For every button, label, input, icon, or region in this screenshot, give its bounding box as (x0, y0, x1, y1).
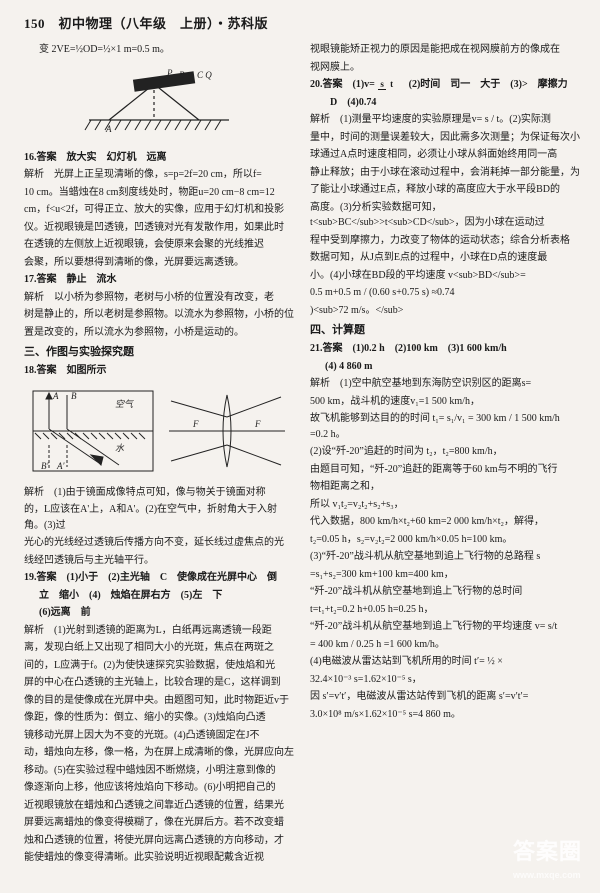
q19-body-3: 屏的中心在凸透镜的主光轴上，比较合理的是C，这样调到 (24, 675, 294, 691)
q19-body-1: 离，发现白纸上又出现了相同大小的光斑，焦点在两斑之 (24, 640, 294, 656)
q20-body-6: 程中受到摩擦力，力改变了物体的运动状态；综合分析表格 (310, 233, 580, 249)
svg-text:A: A (105, 124, 112, 134)
q21-body-11: “歼-20”战斗机从航空基地到追上飞行物的总时间 (310, 584, 580, 600)
q21-body-9: (3)“歼-20”战斗机从航空基地到追上飞行物的总路程 s (310, 549, 580, 565)
q17-answer: 17.答案 静止 流水 (24, 272, 294, 288)
q19-answer-2: 立 缩小 (4) 烛焰在屏右方 (5)左 下 (24, 588, 294, 604)
q21-body-17: 因 s′=v′t′，电磁波从雷达站传到飞机的距离 s′=v′t′= (310, 689, 580, 705)
q21-body-1: 500 km，战斗机的速度v₁=1 500 km/h， (310, 394, 580, 410)
q20-ans1b: (2)时间 司一 大于 (3)> 摩擦力 (399, 79, 568, 90)
q20-body-5: 高度。(3)分析实验数据可知，t<sub>BC</sub>>t<sub>CD</… (310, 200, 580, 231)
svg-text:水: 水 (115, 443, 125, 453)
svg-text:F: F (254, 419, 261, 429)
frac-num: s (378, 79, 386, 90)
q20-answer-line2: D (4)0.74 (310, 95, 580, 111)
svg-text:B': B' (41, 461, 49, 471)
q21-body-14: = 400 km / 0.25 h =1 600 km/h。 (310, 637, 580, 653)
figure-1: A P B C Q (24, 64, 294, 142)
section-3-title: 三、作图与实验探究题 (24, 344, 294, 361)
q20-ans1a: 20.答案 (1)v= (310, 79, 375, 90)
svg-text:A: A (52, 391, 59, 401)
q16-body-2: cm，f<u<2f，可得正立、放大的实像，应用于幻灯机和投影 (24, 202, 294, 218)
q21-body-12: t=t₁+t₂=0.2 h+0.05 h=0.25 h， (310, 602, 580, 618)
watermark-sub: www.mxqe.com (513, 869, 582, 883)
q19-body-8: 移动。(5)在实验过程中蜡烛因不断燃烧，小明注意到像的 (24, 763, 294, 779)
svg-text:A': A' (56, 461, 65, 471)
q21-body-2: 故飞机能够到达目的的时间 t₁= s₁/v₁ = 300 km / 1 500 … (310, 411, 580, 442)
q21-body-13: “歼-20”战斗机从航空基地到追上飞行物的平均速度 v= s/t (310, 619, 580, 635)
svg-text:空气: 空气 (115, 399, 134, 409)
col2-top-1: 视网膜上。 (310, 60, 580, 76)
q21-body-0: 解析 (1)空中航空基地到东海防空识别区的距离s= (310, 376, 580, 392)
q19-body-6: 镜移动光屏上因大为不变的光斑。(4)凸透镜固定在J不 (24, 728, 294, 744)
q21-body-8: t₂=0.05 h，s₂=v₂t₂=2 000 km/h×0.05 h=100 … (310, 532, 580, 548)
q20-body-9: 0.5 m+0.5 m / (0.60 s+0.75 s) ≈0.74 (310, 285, 580, 301)
svg-text:B: B (179, 70, 185, 80)
q18b-2: 光心的光线经过透镜后传播方向不变，延长线过虚焦点的光 (24, 535, 294, 551)
q17-body-1: 树是静止的，所以老树是参照物。以流水为参照物，小桥的位 (24, 307, 294, 323)
figure-2: A B B' A' 空气水 F F (24, 385, 294, 477)
q20-body-3: 静止释放；由于小球在滚动过程中，会消耗掉一部分能量，为 (310, 165, 580, 181)
q21-body-15: (4)电磁波从雷达站到飞机所用的时间 t′= ½ × (310, 654, 580, 670)
content-columns: 变 2VE=½OD=½×1 m=0.5 m。 (24, 42, 580, 872)
q21-answer-2: (4) 4 860 m (310, 359, 580, 375)
q21-body-4: 由题目可知，“歼-20”追赶的距离等于60 km与不明的飞行 (310, 462, 580, 478)
watermark-main: 答案圈 (513, 839, 582, 864)
q19-body-4: 像的目的是使像成在光屏中央。由题图可知，此时物距近v于 (24, 693, 294, 709)
page-header: 150 初中物理（八年级 上册）・苏科版 (24, 14, 580, 34)
q19-body-2: 间的，L应满于f。(2)为使快速探究实验数据，使烛焰和光 (24, 658, 294, 674)
q19-body-11: 屏要远离蜡烛的像变得模糊了，像在光屏后方。若不改变蜡 (24, 815, 294, 831)
section-4-title: 四、计算题 (310, 322, 580, 339)
q21-body-3: (2)设“歼-20”追赶的时间为 t₂，t₂=800 km/h， (310, 444, 580, 460)
q20-body-2: 球通过A点时速度相同，必须让小球从斜面始终用同一高 (310, 147, 580, 163)
q20-body-7: 数据可知，从J点到E点的过程中，小球在D点的速度最 (310, 250, 580, 266)
watermark: 答案圈 www.mxqe.com (513, 835, 582, 883)
q21-body-16: 32.4×10⁻³ s=1.62×10⁻⁵ s， (310, 672, 580, 688)
q21-body-7: 代入数据，800 km/h×t₂+60 km=2 000 km/h×t₂，解得， (310, 514, 580, 530)
q19-body-0: 解析 (1)光射到透镜的距离为L，白纸再远离透镜一段距 (24, 623, 294, 639)
q19-body-7: 动，蜡烛向左移，像一格，为在屏上成清晰的像，光屏应向左 (24, 745, 294, 761)
svg-text:P: P (166, 68, 173, 78)
q20-body-0: 解析 (1)测量平均速度的实验原理是v= s / t。(2)实际测 (310, 112, 580, 128)
q19-body-10: 近视眼镜放在蜡烛和凸透镜之间靠近凸透镜的位置，结果光 (24, 798, 294, 814)
q19-body-9: 像逐渐向上移，他应该将烛焰向下移动。(6)小明把自己的 (24, 780, 294, 796)
q20-frac1: s t (378, 80, 395, 89)
q19-body-5: 像距，像的性质为：倒立、缩小的实像。(3)烛焰向凸透 (24, 710, 294, 726)
q17-body-0: 解析 以小桥为参照物，老树与小桥的位置没有改变，老 (24, 290, 294, 306)
q19-answer-3: (6)远离 前 (24, 605, 294, 621)
q16-body-3: 仪。近视眼镜是凹透镜，凹透镜对光有发散作用，如果此时 (24, 220, 294, 236)
q16-body-1: 10 cm。当蜡烛在8 cm刻度线处时，物距u=20 cm−8 cm=12 (24, 185, 294, 201)
frac-den: t (388, 79, 395, 89)
q20-body-1: 量中，时间的测量误差较大，因此需多次测量；为保证每次小 (310, 130, 580, 146)
svg-text:B: B (71, 391, 77, 401)
q16-answer: 16.答案 放大实 幻灯机 远离 (24, 150, 294, 166)
svg-text:C Q: C Q (197, 70, 212, 80)
q18b-3: 线经凹透镜后与主光轴平行。 (24, 553, 294, 569)
top-equation: 变 2VE=½OD=½×1 m=0.5 m。 (24, 42, 294, 58)
q16-body-5: 会聚，所以要想得到清晰的像，光屏要远离透镜。 (24, 255, 294, 271)
q16-body-4: 在透镜的左侧放上近视眼镜，会使原来会聚的光线推迟 (24, 237, 294, 253)
q17-body-2: 置是改变的，所以流水为参照物，小桥是运动的。 (24, 325, 294, 341)
q20-answer-line1: 20.答案 (1)v= s t (2)时间 司一 大于 (3)> 摩擦力 (310, 77, 580, 93)
q21-answer-1: 21.答案 (1)0.2 h (2)100 km (3)1 600 km/h (310, 341, 580, 357)
q19-answer-1: 19.答案 (1)小于 (2)主光轴 C 使像成在光屏中心 倒 (24, 570, 294, 586)
q21-body-6: 所以 v₁t₂=v₂t₂+s₂+s₃， (310, 497, 580, 513)
q21-body-18: 3.0×10⁸ m/s×1.62×10⁻⁵ s=4 860 m。 (310, 707, 580, 723)
q21-body-10: =s₁+s₂=300 km+100 km=400 km， (310, 567, 580, 583)
q16-body-0: 解析 光屏上正呈现清晰的像，s=p=2f=20 cm，所以f= (24, 167, 294, 183)
q18b-0: 解析 (1)由于镜面成像特点可知，像与物关于镜面对称 (24, 485, 294, 501)
q18b-1: 的，L应该在A'上，A和A'。(2)在空气中，折射角大于入射角。(3)过 (24, 502, 294, 533)
q20-body-10: )<sub>72 m/s。</sub> (310, 303, 580, 319)
q21-body-5: 物相距离之和， (310, 479, 580, 495)
q19-body-13: 能使蜡烛的像变得清晰。此实验说明近视眼配戴含近视 (24, 850, 294, 866)
q20-body-4: 了能让小球通过E点，释放小球的高度应大于水平段BD的 (310, 182, 580, 198)
q20-body-8: 小。(4)小球在BD段的平均速度 v<sub>BD</sub>= (310, 268, 580, 284)
svg-text:F: F (192, 419, 199, 429)
q18-answer: 18.答案 如图所示 (24, 363, 294, 379)
q19-body-12: 烛和凸透镜的位置，将使光屏向远离凸透镜的方向移动，才 (24, 833, 294, 849)
col2-top-0: 视眼镜能矫正视力的原因是能把成在视网膜前方的像成在 (310, 42, 580, 58)
